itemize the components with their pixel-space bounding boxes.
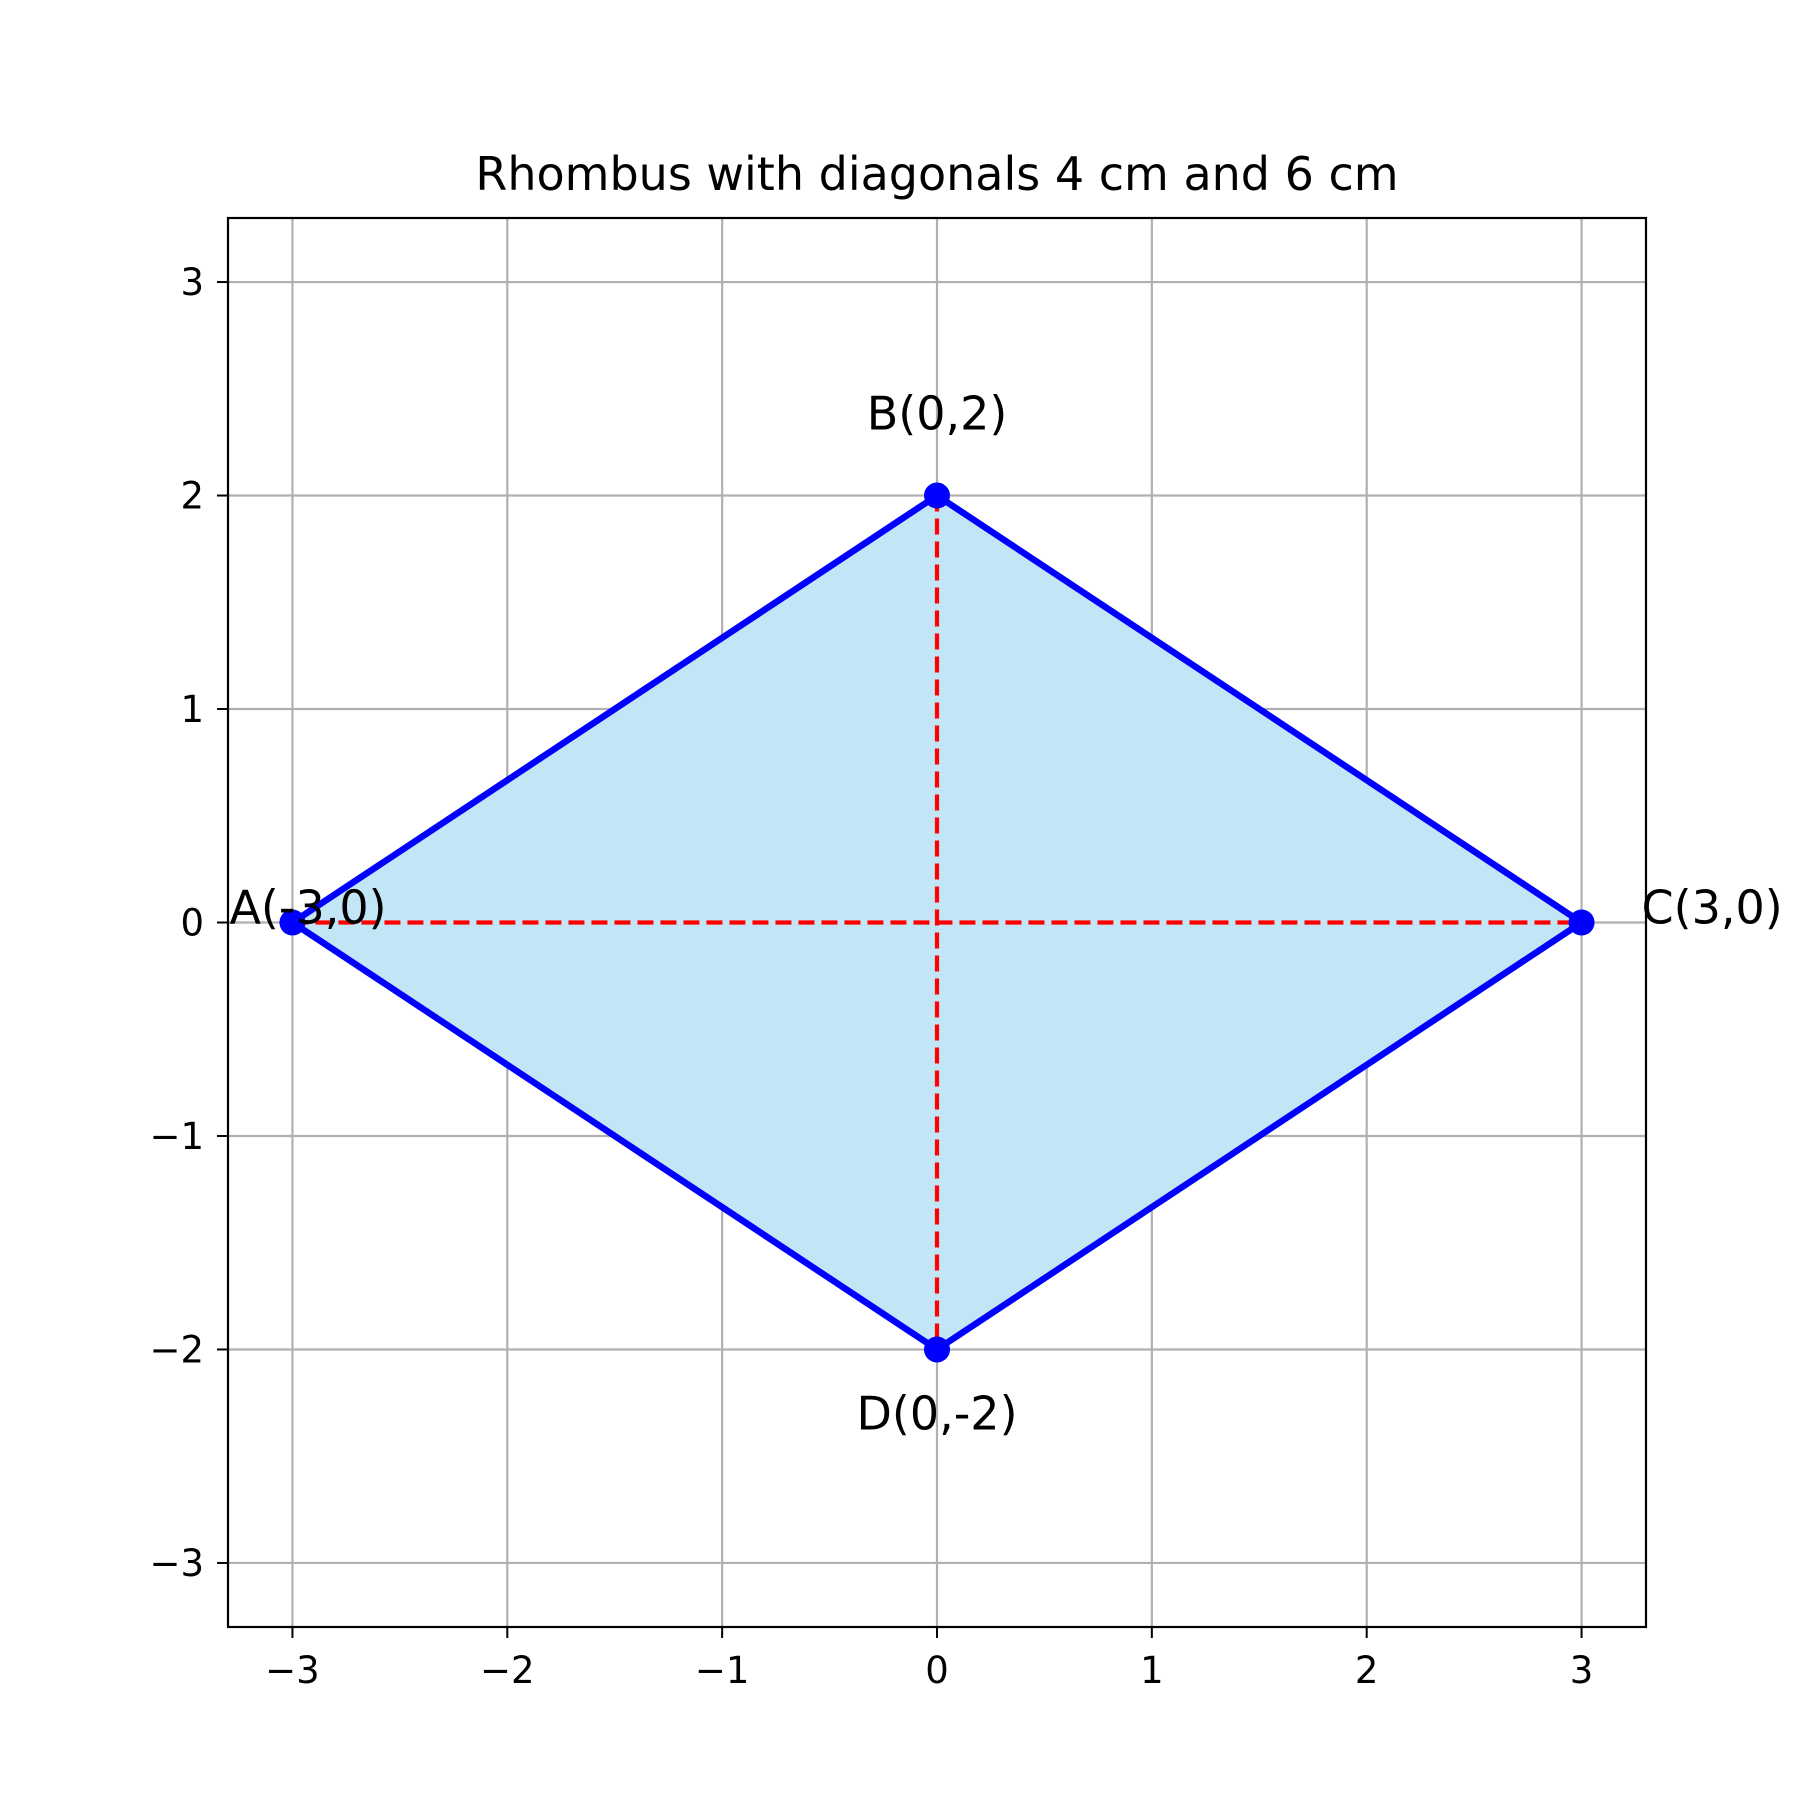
y-tick-label: −2 [149, 1328, 204, 1371]
x-tick-label: −3 [265, 1649, 320, 1692]
point-labels: A(-3,0) B(0,2) C(3,0) D(0,-2) [229, 387, 1782, 1441]
x-tick-label: 1 [1140, 1649, 1164, 1692]
y-tick-label: 3 [180, 261, 204, 304]
rhombus-edge [933, 919, 1585, 1353]
x-tick-label: −2 [480, 1649, 535, 1692]
y-tick-label: 0 [180, 902, 204, 945]
y-tick-label: −3 [149, 1542, 204, 1585]
rhombus-edge [289, 492, 941, 926]
y-tick-label: 2 [180, 475, 204, 518]
x-tick-label: 2 [1355, 1649, 1379, 1692]
y-tick-label: 1 [180, 688, 204, 731]
vertex-point [279, 909, 306, 936]
vertex-point [924, 482, 950, 509]
vertex-label: C(3,0) [1642, 881, 1783, 935]
x-tick-label: 0 [925, 1649, 949, 1692]
x-tick-label: −1 [695, 1649, 750, 1692]
x-tick-label: 3 [1570, 1649, 1594, 1692]
vertex-point [924, 1336, 950, 1363]
y-tick-label: −1 [149, 1115, 204, 1158]
rhombus-edge [933, 492, 1585, 926]
vertex-label: B(0,2) [867, 387, 1008, 441]
rhombus-layer [279, 482, 1595, 1363]
rhombus-edge [289, 919, 941, 1353]
vertex-point [1568, 909, 1595, 936]
vertex-label: A(-3,0) [229, 881, 386, 935]
chart-title: Rhombus with diagonals 4 cm and 6 cm [475, 147, 1398, 201]
ticks: −3 −2 −1 0 1 2 3 −3 −2 −1 0 1 2 3 [149, 261, 1593, 1692]
vertex-label: D(0,-2) [856, 1386, 1017, 1440]
